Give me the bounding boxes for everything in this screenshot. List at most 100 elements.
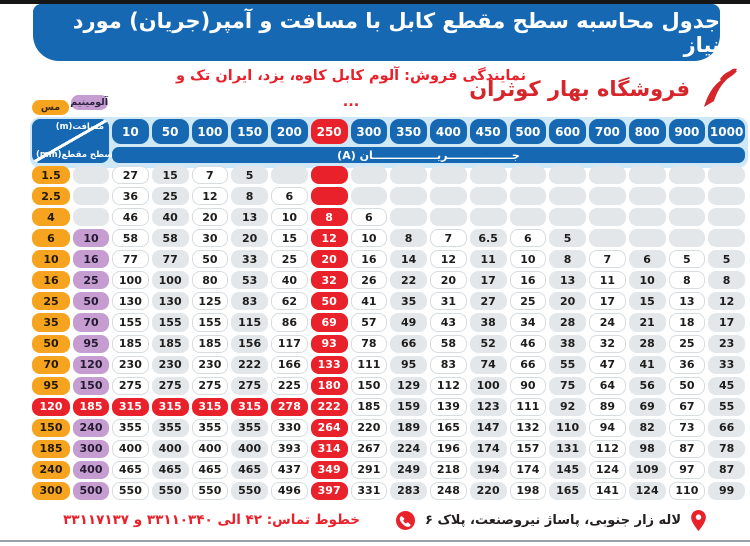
distance-axis-label: مسافت(m) [55,122,104,132]
ampacity-cell: 550 [231,481,268,500]
ampacity-cell: 69 [628,397,666,416]
distance-column-header: 800 [628,119,666,144]
ampacity-cell: 38 [469,313,507,332]
ampacity-cell: 82 [628,418,666,437]
ampacity-cell: 16 [509,271,547,290]
ampacity-cell: 21 [628,313,666,332]
ampacity-cell: 50 [191,250,229,269]
ampacity-cell: 133 [310,355,348,374]
ampacity-cell: 189 [390,418,427,437]
distance-column-header: 300 [350,119,388,144]
ampacity-cell: 17 [589,292,626,311]
ampacity-cell: 109 [628,460,666,479]
ampacity-cell: 33 [708,355,745,374]
ampacity-cell: 74 [469,355,507,374]
ampacity-cell: 94 [589,418,626,437]
ampacity-cell: 67 [668,397,706,416]
ampacity-cell: 92 [549,397,586,416]
ampacity-cell: 355 [151,418,189,437]
ampacity-cell: 98 [628,439,666,458]
ampacity-cell: 6.5 [469,229,507,248]
ampacity-cell: 95 [390,355,427,374]
copper-size-cell: 16 [32,271,70,290]
distance-column-header: 350 [390,119,427,144]
ampacity-cell: 437 [271,460,308,479]
ampacity-cell: 123 [469,397,507,416]
ampacity-cell-empty [469,166,507,185]
ampacity-cell: 130 [151,292,189,311]
ampacity-cell: 465 [231,460,268,479]
ampacity-cell: 27 [469,292,507,311]
ampacity-cell: 32 [310,271,348,290]
ampacity-cell: 100 [151,271,189,290]
ampacity-cell: 15 [271,229,308,248]
current-band-label: جـــــــــــــــــریـــــــــــــــــان … [112,147,745,163]
distance-column-header: 200 [271,119,308,144]
ampacity-cell: 198 [509,481,547,500]
distance-column-header: 400 [430,119,467,144]
ampacity-cell: 23 [708,334,745,353]
ampacity-cell: 41 [628,355,666,374]
copper-size-cell: 1.5 [32,166,70,185]
ampacity-cell: 315 [231,397,268,416]
ampacity-cell: 25 [271,250,308,269]
ampacity-cell: 97 [668,460,706,479]
footer: لاله زار جنوبی، پاساژ نیروصنعت، پلاک ۶ خ… [0,505,750,535]
ampacity-cell-empty [589,187,626,206]
ampacity-cell: 8 [231,187,268,206]
ampacity-cell-empty [708,166,745,185]
ampacity-cell: 130 [112,292,149,311]
ampacity-cell: 7 [430,229,467,248]
ampacity-cell-empty [668,187,706,206]
brand-name: فروشگاه بهار کوثران [469,77,690,101]
ampacity-cell: 267 [350,439,388,458]
distance-column-header: 700 [589,119,626,144]
phone-icon [396,510,415,530]
ampacity-cell: 155 [191,313,229,332]
ampacity-cell-empty [628,229,666,248]
ampacity-cell-empty [430,187,467,206]
aluminum-size-cell: 400 [73,460,109,479]
ampacity-cell: 27 [112,166,149,185]
ampacity-cell: 46 [509,334,547,353]
ampacity-cell: 112 [589,439,626,458]
ampacity-cell: 111 [509,397,547,416]
ampacity-cell: 124 [628,481,666,500]
ampacity-cell: 66 [708,418,745,437]
ampacity-cell-empty [509,166,547,185]
distance-column-header: 600 [549,119,586,144]
ampacity-cell: 58 [151,229,189,248]
ampacity-cell: 62 [271,292,308,311]
ampacity-cell: 465 [191,460,229,479]
ampacity-cell: 6 [350,208,388,227]
ampacity-cell: 12 [430,250,467,269]
ampacity-cell: 185 [191,334,229,353]
copper-size-cell: 2.5 [32,187,70,206]
ampacity-cell: 58 [430,334,467,353]
distance-column-header: 100 [191,119,229,144]
ampacity-cell: 275 [231,376,268,395]
aluminum-size-cell: 240 [73,418,109,437]
ampacity-cell: 230 [151,355,189,374]
ampacity-cell: 159 [390,397,427,416]
dealer-line: نمایندگی فروش: آلوم کابل کاوه، یزد، ایرا… [175,68,527,110]
ampacity-cell: 25 [509,292,547,311]
aluminum-size-cell: 95 [73,334,109,353]
ampacity-cell: 86 [271,313,308,332]
ampacity-cell: 314 [310,439,348,458]
ampacity-cell: 397 [310,481,348,500]
ampacity-cell: 49 [390,313,427,332]
ampacity-cell: 77 [151,250,189,269]
ampacity-cell: 52 [469,334,507,353]
ampacity-cell: 41 [350,292,388,311]
cross-section-axis-label: سطح مقطع(mm) [36,150,113,160]
ampacity-cell: 18 [668,313,706,332]
ampacity-cell: 28 [628,334,666,353]
ampacity-cell-empty [310,187,348,206]
ampacity-cell: 400 [112,439,149,458]
ampacity-cell: 125 [191,292,229,311]
ampacity-cell: 26 [350,271,388,290]
copper-size-cell: 150 [32,418,70,437]
ampacity-cell-empty [549,187,586,206]
ampacity-cell: 12 [310,229,348,248]
